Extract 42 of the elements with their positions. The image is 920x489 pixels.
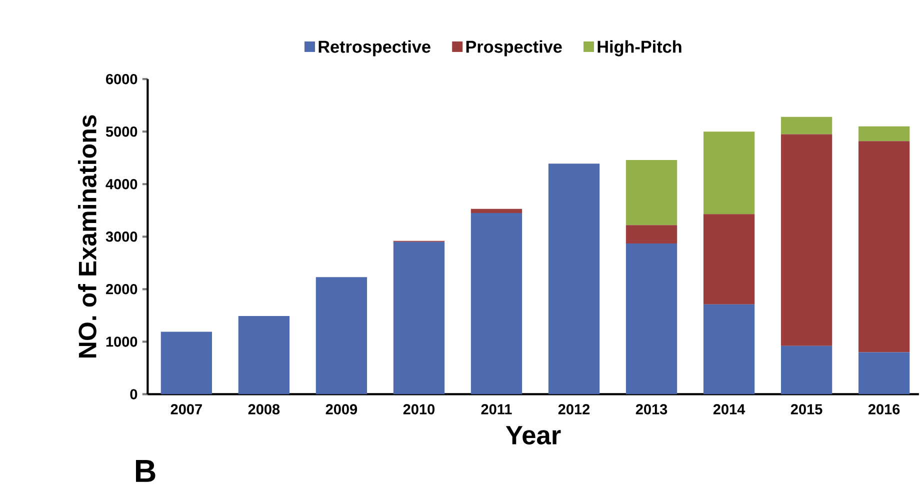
text: B <box>136 460 156 482</box>
x-tick-label: 2010 <box>403 404 434 414</box>
y-tick-label: 3000 <box>106 231 138 242</box>
bar <box>470 212 522 394</box>
y-tick-label: 5000 <box>106 126 138 137</box>
x-tick-label: 2015 <box>790 404 822 414</box>
x-tick-label: 2016 <box>868 404 900 414</box>
legend-label: High-Pitch <box>598 40 682 56</box>
bar <box>316 277 368 394</box>
bar <box>626 160 678 226</box>
bar <box>626 243 678 394</box>
y-tick-label: 1000 <box>106 336 138 347</box>
bar <box>160 332 212 394</box>
x-tick-label: 2007 <box>170 404 202 414</box>
y-axis-title: NO. of Examinations <box>78 115 96 358</box>
bar <box>703 304 755 394</box>
y-tick-label: 4000 <box>106 178 138 190</box>
bar <box>780 134 832 346</box>
x-tick-label: 2012 <box>558 404 590 414</box>
y-tick-label: 6000 <box>106 74 138 84</box>
bar <box>238 316 290 394</box>
bar <box>780 116 832 134</box>
bar <box>703 132 755 214</box>
bar <box>393 242 445 394</box>
bar <box>858 352 910 394</box>
x-axis-title: Year <box>506 426 561 444</box>
x-tick-label: 2009 <box>326 404 358 414</box>
bar <box>858 126 910 142</box>
y-tick-label: 0 <box>130 389 138 400</box>
bar <box>470 208 522 213</box>
bar <box>780 346 832 394</box>
bar <box>626 225 678 244</box>
x-tick-label: 2008 <box>248 404 280 414</box>
x-tick-label: 2011 <box>481 404 512 414</box>
x-tick-label: 2014 <box>713 404 746 414</box>
bar <box>858 141 910 352</box>
legend-label: Prospective <box>466 40 562 56</box>
legend-label: Retrospective <box>318 40 430 56</box>
bar <box>548 164 600 394</box>
x-tick-label: 2013 <box>636 404 668 414</box>
y-tick-label: 2000 <box>106 284 138 294</box>
bar <box>703 214 755 304</box>
